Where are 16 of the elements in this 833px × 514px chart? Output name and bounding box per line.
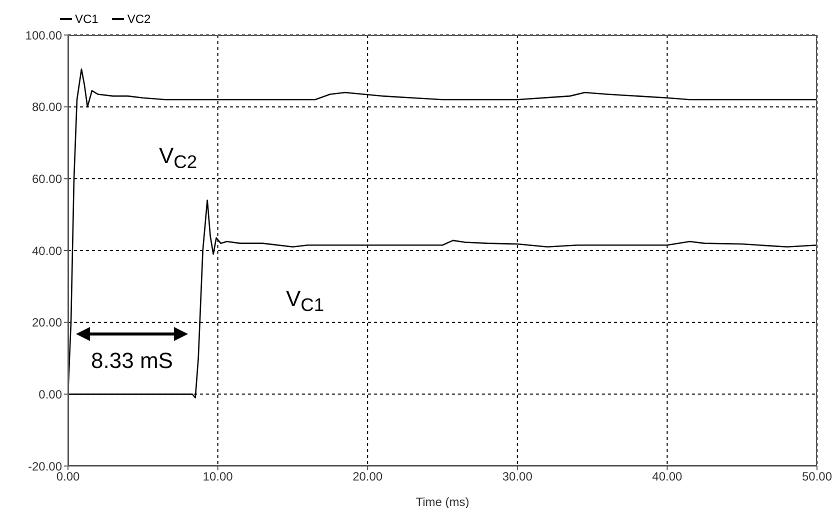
y-tick-label: 80.00 [32, 100, 62, 114]
annotation: 8.33 mS [89, 348, 175, 374]
x-tick-label: 40.00 [652, 470, 683, 484]
annotation: V$_{C2}$ [158, 142, 198, 174]
annotation: V$_{C1}$ [284, 286, 326, 316]
y-tick-label: 20.00 [32, 316, 62, 330]
y-tick-label: 40.00 [32, 244, 62, 258]
y-tick-label: 0.00 [38, 387, 62, 402]
legend-label: VC2 [126, 12, 151, 26]
y-tick-label: 60.00 [32, 172, 62, 186]
x-tick-label: 30.00 [502, 470, 533, 484]
legend-label: VC1 [74, 12, 98, 26]
x-tick-label: 50.00 [802, 470, 832, 484]
x-tick-label: 10.00 [202, 470, 234, 484]
y-tick-label: 100.00 [25, 28, 62, 42]
x-tick-label: 20.00 [352, 470, 383, 484]
